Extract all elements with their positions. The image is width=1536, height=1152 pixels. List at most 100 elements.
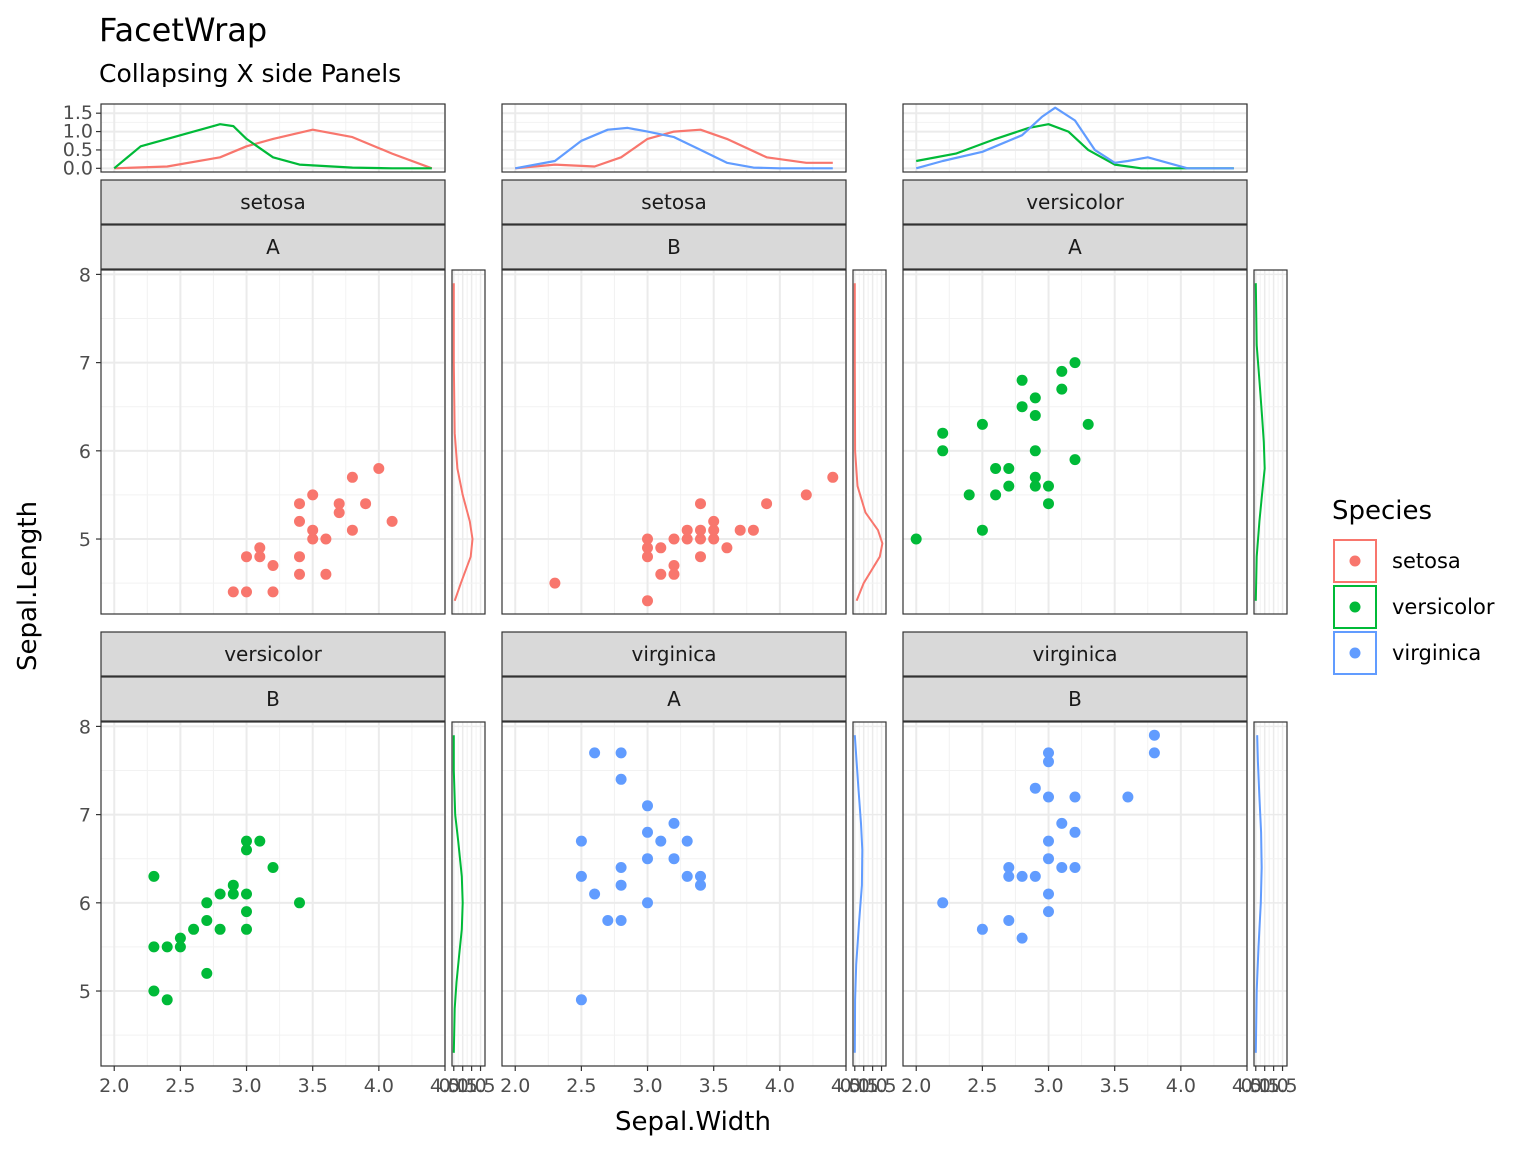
data-point-virginica bbox=[1016, 932, 1028, 944]
data-point-setosa bbox=[320, 568, 332, 580]
facet-strip-label: A bbox=[1068, 235, 1082, 259]
data-point-virginica bbox=[695, 870, 706, 882]
data-point-setosa bbox=[695, 524, 706, 536]
facet-strip-label: versicolor bbox=[1026, 190, 1124, 214]
data-point-versicolor bbox=[1043, 480, 1054, 492]
data-point-virginica bbox=[1148, 729, 1160, 741]
data-point-setosa bbox=[800, 489, 812, 501]
data-point-setosa bbox=[695, 551, 706, 563]
side-density-line-versicolor bbox=[1254, 283, 1266, 601]
legend: Species setosa versicolor virginica bbox=[1332, 496, 1495, 675]
data-point-versicolor bbox=[1003, 463, 1015, 474]
legend-key-point bbox=[1349, 555, 1361, 567]
panel-background bbox=[101, 270, 445, 614]
data-point-virginica bbox=[655, 835, 667, 847]
side-density-tick-label: 1.5 bbox=[866, 1075, 896, 1097]
data-point-versicolor bbox=[201, 915, 213, 926]
top-density-tick-label: 0.5 bbox=[63, 139, 93, 161]
panel-border bbox=[902, 269, 1248, 615]
data-point-virginica bbox=[589, 888, 601, 900]
panel-border bbox=[902, 103, 1248, 173]
facet-strip bbox=[501, 631, 847, 677]
side-density-panel bbox=[852, 269, 887, 615]
y-tick-label: 7 bbox=[79, 353, 91, 375]
facet-strip-label: A bbox=[266, 235, 280, 259]
panel-border bbox=[451, 269, 486, 615]
data-point-setosa bbox=[360, 498, 372, 510]
x-tick-label: 2.0 bbox=[500, 1075, 530, 1097]
data-point-versicolor bbox=[990, 463, 1002, 474]
x-tick-label: 4.0 bbox=[765, 1075, 795, 1097]
side-density-panel bbox=[1253, 269, 1288, 615]
side-density-tick-label: 0.0 bbox=[1241, 1075, 1271, 1097]
data-point-setosa bbox=[681, 533, 693, 545]
data-point-versicolor bbox=[241, 906, 252, 918]
data-point-versicolor bbox=[937, 445, 949, 457]
x-tick-label: 2.5 bbox=[566, 1075, 596, 1097]
data-point-virginica bbox=[642, 853, 653, 865]
data-point-virginica bbox=[1043, 835, 1054, 847]
data-point-virginica bbox=[1148, 747, 1160, 759]
data-point-versicolor bbox=[241, 844, 252, 856]
data-point-virginica bbox=[1069, 862, 1081, 873]
panel-border bbox=[501, 103, 847, 173]
y-tick-label: 6 bbox=[79, 893, 91, 915]
data-point-setosa bbox=[655, 542, 667, 554]
side-density-tick-label: 1.5 bbox=[1267, 1075, 1297, 1097]
facet-strip-label: B bbox=[266, 687, 280, 711]
data-point-setosa bbox=[721, 542, 733, 554]
panel-border bbox=[501, 721, 847, 1067]
data-point-versicolor bbox=[976, 524, 988, 536]
facet-strip-label: setosa bbox=[240, 190, 305, 214]
data-point-setosa bbox=[668, 568, 680, 580]
panel-border bbox=[852, 269, 887, 615]
side-density-line-virginica bbox=[853, 735, 864, 1053]
data-point-versicolor bbox=[1029, 392, 1041, 404]
data-point-virginica bbox=[1043, 791, 1054, 803]
data-point-versicolor bbox=[188, 923, 200, 935]
data-point-versicolor bbox=[1029, 445, 1041, 457]
data-point-setosa bbox=[827, 471, 839, 483]
side-density-tick-label: 0.5 bbox=[448, 1075, 478, 1097]
data-point-versicolor bbox=[214, 923, 226, 935]
data-point-virginica bbox=[1003, 915, 1015, 926]
data-point-setosa bbox=[681, 524, 693, 536]
data-point-virginica bbox=[615, 747, 627, 759]
data-point-setosa bbox=[642, 595, 653, 607]
data-point-versicolor bbox=[161, 941, 173, 953]
x-tick-label: 3.5 bbox=[1100, 1075, 1130, 1097]
data-point-setosa bbox=[642, 551, 653, 563]
data-point-virginica bbox=[1003, 870, 1015, 882]
y-tick-label: 6 bbox=[79, 441, 91, 463]
side-density-panel bbox=[451, 269, 486, 615]
data-point-setosa bbox=[346, 471, 358, 483]
facet-strip bbox=[501, 224, 847, 270]
data-point-setosa bbox=[307, 533, 319, 545]
y-tick-label: 7 bbox=[79, 805, 91, 827]
data-point-virginica bbox=[575, 835, 587, 847]
x-tick-label: 4.0 bbox=[1166, 1075, 1196, 1097]
data-point-versicolor bbox=[1029, 471, 1041, 483]
data-point-versicolor bbox=[1029, 410, 1041, 421]
facet-strip bbox=[100, 179, 446, 225]
data-point-virginica bbox=[642, 897, 653, 909]
facet-panel: virginica B bbox=[902, 631, 1288, 1067]
top-density-panel bbox=[501, 103, 847, 173]
data-point-versicolor bbox=[1069, 454, 1081, 466]
side-density-tick-label: 0.5 bbox=[1250, 1075, 1280, 1097]
data-point-virginica bbox=[681, 835, 693, 847]
data-point-setosa bbox=[761, 498, 773, 510]
data-point-versicolor bbox=[1082, 418, 1094, 430]
data-point-virginica bbox=[615, 862, 627, 873]
data-point-virginica bbox=[642, 800, 653, 812]
side-density-line-versicolor bbox=[452, 735, 464, 1053]
facet-strip-label: virginica bbox=[1033, 642, 1118, 666]
data-point-virginica bbox=[1069, 791, 1081, 803]
data-point-setosa bbox=[294, 551, 305, 563]
panel-border bbox=[100, 269, 446, 615]
legend-label: versicolor bbox=[1392, 595, 1495, 619]
data-point-setosa bbox=[254, 542, 266, 554]
plot-title: FacetWrap bbox=[99, 11, 267, 49]
x-tick-label: 2.0 bbox=[901, 1075, 931, 1097]
